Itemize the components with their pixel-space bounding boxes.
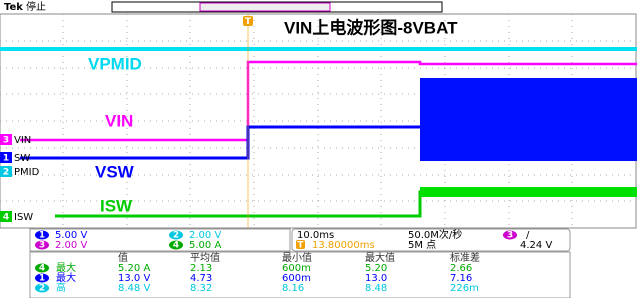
vsw-switching [420,78,637,161]
brand: Tek [4,2,23,13]
channel-num: 3 [39,241,45,251]
channel-scale: 2.00 V [55,240,87,251]
trace-label: VSW [95,162,135,181]
channel-num: 4 [173,241,179,251]
time-position: 13.80000ms [312,240,375,251]
channel-num: 2 [173,231,179,241]
channel-scale: 5.00 A [189,240,221,251]
channel-num: 1 [3,154,9,164]
trigger-marker: T [297,241,304,251]
record-window [200,3,330,11]
trigger-source: 3 [507,231,513,241]
channel-num: 4 [39,264,45,274]
scope-screen: Tek 停止 T VIN上电波形图-8VBAT VPMID VIN VSW IS… [0,0,637,298]
run-status: 停止 [26,0,46,13]
vsw-trace [20,127,420,158]
record-length: 5M 点 [408,239,436,251]
channel-tag: PMID [14,167,40,178]
measure-value: 8.32 [190,283,212,294]
measure-value: 8.48 [365,283,387,294]
channel-num: 2 [3,168,9,178]
channel-tag: SW [14,153,30,164]
measure-value: 226m [450,283,479,294]
channel-num: 1 [39,231,45,241]
title: VIN上电波形图-8VBAT [284,17,458,37]
channel-num: 3 [3,136,9,146]
trigger-marker: T [245,17,252,27]
trace-label: VIN [105,111,133,130]
trace-label: ISW [100,196,133,215]
measure-value: 8.16 [282,283,304,294]
channel-num: 2 [39,284,45,294]
measure-type: 高 [56,281,66,294]
trace-label: VPMID [88,54,142,73]
channel-tag: ISW [14,212,33,223]
channel-num: 4 [3,213,9,223]
trigger-level: 4.24 V [520,240,552,251]
isw-ripple [420,187,637,197]
vpmid-trace [0,47,637,51]
measure-value: 8.48 V [118,283,150,294]
channel-num: 1 [39,274,45,284]
channel-tag: VIN [14,135,31,146]
